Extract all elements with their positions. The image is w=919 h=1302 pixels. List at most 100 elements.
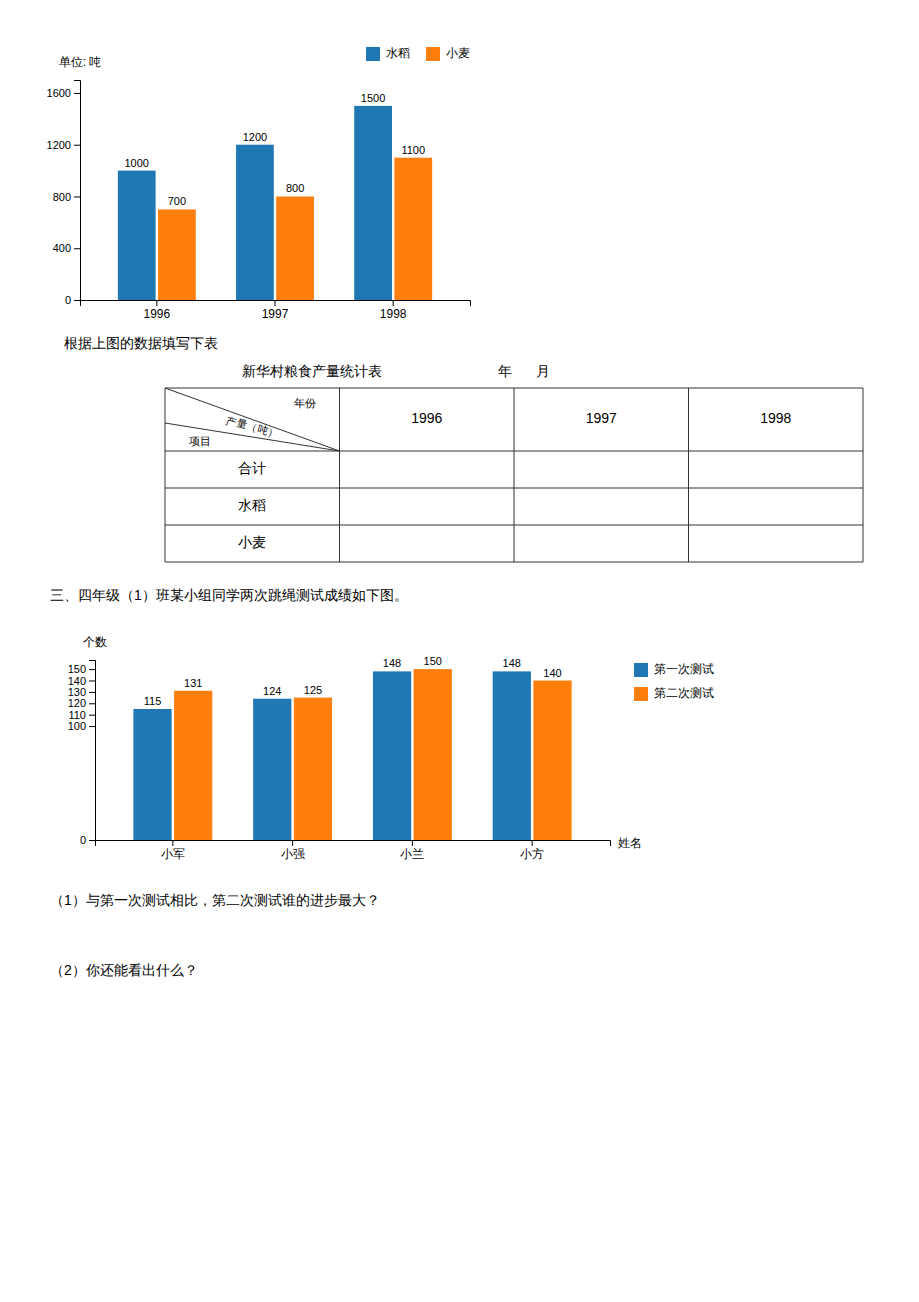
table-rule [339, 388, 340, 562]
data-label: 125 [304, 684, 322, 696]
axis-line [89, 661, 96, 841]
tick-mark [412, 840, 413, 846]
data-label: 1000 [124, 157, 148, 169]
tick-label: 130 [68, 686, 86, 698]
tick-mark [74, 196, 80, 197]
table-header: 1998 [760, 410, 791, 426]
legend-item: 小麦 [426, 46, 470, 61]
bars [118, 106, 432, 300]
bar-chart: 1996199719980400800120016001000120015007… [47, 46, 471, 320]
y-tick: 1600 [47, 87, 80, 99]
tick-label: 小军 [161, 847, 185, 861]
page: 1996199719980400800120016001000120015007… [0, 0, 919, 1302]
table-header: 1996 [411, 410, 442, 426]
tick-mark [89, 681, 95, 682]
bar-chart: 小军小强小兰小方01001101201301401501151241481481… [68, 635, 714, 861]
y-axis: 0 100110120130140150 [68, 661, 96, 847]
bar [174, 691, 212, 840]
tick-label: 1998 [380, 307, 407, 321]
bar [394, 158, 432, 300]
data-label: 700 [168, 195, 186, 207]
axis-line [74, 81, 81, 301]
data-label: 115 [144, 695, 162, 707]
x-axis-title: 姓名 [618, 836, 642, 850]
legend-item: 水稻 [366, 46, 410, 61]
bar [354, 106, 392, 300]
y-tick: 120 [68, 697, 95, 709]
tick-mark [156, 300, 157, 306]
data-label: 800 [286, 182, 304, 194]
legend: 第一次测试第二次测试 [634, 662, 714, 701]
legend-label: 第二次测试 [654, 686, 714, 700]
data-label: 148 [503, 657, 521, 669]
tick-label: 1600 [47, 87, 71, 99]
tick-mark [292, 840, 293, 846]
tick-label: 110 [68, 709, 86, 721]
bar [294, 698, 332, 840]
data-label: 140 [543, 667, 561, 679]
bar [253, 699, 291, 840]
axis-line [96, 841, 611, 847]
tick-mark [74, 300, 80, 301]
y-tick: 140 [68, 675, 95, 687]
tick-mark [74, 248, 80, 249]
table-row-label: 水稻 [238, 497, 266, 513]
question: （1）与第一次测试相比，第二次测试谁的进步最大？ [50, 892, 380, 908]
y-tick: 0 [65, 294, 80, 306]
table-rule [688, 388, 689, 562]
tick-mark [89, 703, 95, 704]
legend-label: 水稻 [386, 46, 410, 60]
legend-label: 小麦 [446, 46, 470, 60]
y-tick: 1200 [47, 139, 80, 151]
tick-label: 0 [65, 294, 71, 306]
bar [118, 171, 156, 300]
bar [414, 669, 452, 840]
bar [276, 196, 314, 300]
legend-item: 第二次测试 [634, 686, 714, 701]
tick-mark [89, 840, 95, 841]
y-tick: 110 [68, 709, 95, 721]
tick-label: 小兰 [400, 847, 424, 861]
series [158, 158, 432, 300]
x-tick: 1998 [380, 300, 407, 321]
table-header: 1997 [586, 410, 617, 426]
y-axis-title: 个数 [83, 635, 107, 649]
data-label: 148 [383, 657, 401, 669]
question: （2）你还能看出什么？ [50, 962, 198, 978]
bars [133, 669, 571, 840]
legend-swatch [366, 47, 380, 61]
tick-mark [89, 669, 95, 670]
tick-mark [393, 300, 394, 306]
y-axis: 040080012001600 [47, 81, 81, 307]
bar [493, 671, 531, 840]
series [118, 106, 392, 300]
table-diagonal [165, 388, 340, 451]
table-row-label: 小麦 [238, 534, 266, 550]
tick-mark [74, 145, 80, 146]
bar [158, 209, 196, 300]
y-tick: 130 [68, 686, 95, 698]
tick-label: 1997 [262, 307, 289, 321]
table-title: 新华村粮食产量统计表 [242, 363, 382, 379]
y-tick: 0 [80, 834, 95, 846]
x-tick: 小强 [281, 840, 305, 861]
table [165, 388, 863, 562]
data-label: 1100 [401, 144, 425, 156]
table-corner: 产量（吨） [224, 414, 280, 440]
tick-label: 1996 [143, 307, 170, 321]
data-label: 150 [424, 655, 442, 667]
bar [373, 671, 411, 840]
legend-label: 第一次测试 [654, 662, 714, 676]
tick-label: 小强 [281, 847, 305, 861]
legend-swatch [426, 47, 440, 61]
tick-label: 800 [53, 190, 71, 202]
data-label: 124 [263, 685, 281, 697]
legend: 水稻 小麦 [366, 46, 470, 61]
x-axis: 小军小强小兰小方 [96, 840, 611, 861]
table-row-label: 合计 [238, 460, 266, 476]
table-corner: 年份 [294, 397, 316, 409]
legend-swatch [634, 687, 648, 701]
y-tick: 150 [68, 663, 95, 675]
tick-label: 100 [68, 720, 86, 732]
x-tick: 小兰 [400, 840, 424, 861]
